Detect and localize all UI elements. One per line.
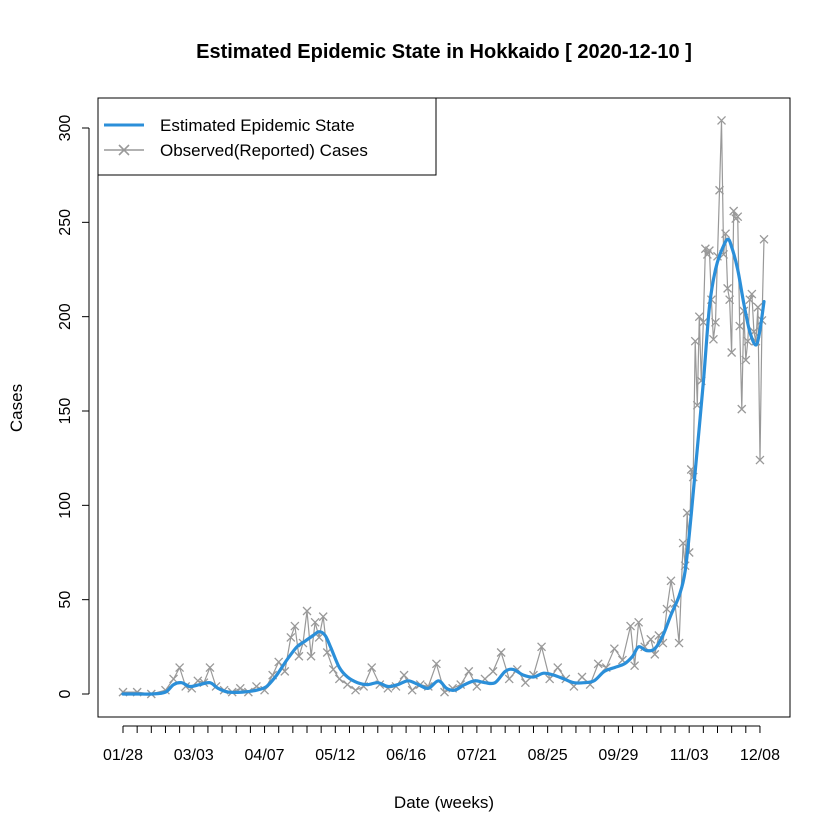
x-tick-label: 08/25 — [528, 747, 568, 764]
observed-point — [175, 663, 185, 673]
observed-point — [694, 312, 704, 322]
observed-point — [342, 680, 352, 690]
observed-point — [745, 295, 755, 305]
plot-frame — [97, 97, 791, 718]
x-tick-label: 06/16 — [386, 747, 426, 764]
observed-point — [351, 685, 360, 695]
estimated-state-line — [121, 237, 766, 696]
observed-point — [741, 355, 751, 365]
observed-point — [662, 604, 672, 614]
observed-point — [322, 648, 332, 657]
y-tick-label: 50 — [57, 591, 74, 609]
observed-point — [553, 663, 563, 673]
observed-point — [472, 681, 482, 691]
observed-point — [169, 674, 179, 684]
observed-point — [729, 206, 739, 216]
x-tick-label: 05/12 — [315, 747, 355, 764]
observed-point — [666, 576, 676, 586]
legend-x-marker — [118, 144, 130, 156]
observed-point — [302, 606, 312, 616]
observed-point — [708, 334, 718, 344]
x-tick-label: 07/21 — [457, 747, 497, 764]
x-tick-label: 11/03 — [670, 747, 709, 764]
observed-point — [733, 212, 743, 222]
observed-point — [328, 665, 338, 674]
observed-point — [318, 612, 328, 622]
observed-point — [609, 644, 619, 654]
x-tick-label: 09/29 — [598, 747, 638, 764]
observed-point — [286, 632, 296, 642]
y-tick-label: 0 — [57, 689, 74, 698]
series-layer — [118, 115, 769, 699]
observed-point — [407, 685, 417, 695]
y-tick-label: 100 — [57, 492, 74, 519]
observed-point — [577, 672, 587, 682]
observed-point — [431, 659, 441, 669]
observed-point — [464, 666, 474, 676]
observed-point — [646, 634, 656, 644]
observed-point — [205, 663, 215, 673]
observed-point — [537, 642, 547, 652]
observed-point — [504, 674, 514, 684]
legend-observed-label: Observed(Reported) Cases — [160, 141, 368, 160]
legend: Estimated Epidemic State Observed(Report… — [97, 97, 437, 176]
observed-point — [753, 302, 763, 312]
y-tick-label: 300 — [57, 115, 74, 142]
observed-point — [723, 283, 733, 293]
y-tick-label: 250 — [57, 209, 74, 236]
observed-point — [634, 617, 644, 627]
y-tick-label: 150 — [57, 398, 74, 425]
observed-point — [690, 336, 700, 346]
chart-title: Estimated Epidemic State in Hokkaido [ 2… — [196, 41, 692, 63]
legend-estimated-label: Estimated Epidemic State — [160, 116, 355, 135]
observed-point — [737, 404, 747, 414]
observed-point — [290, 621, 300, 631]
observed-point — [698, 317, 708, 327]
observed-point — [306, 651, 316, 661]
observed-point — [735, 321, 745, 331]
observed-point — [274, 657, 284, 667]
x-axis: 01/28 03/03 04/07 05/12 06/16 07/21 08/25 09/29… — [103, 725, 780, 764]
observed-point — [496, 648, 506, 657]
observed-point — [727, 348, 737, 357]
y-axis: 0 50 100 150 200 250 300 — [57, 115, 90, 698]
observed-point — [367, 663, 377, 673]
observed-point — [747, 289, 757, 299]
observed-point — [310, 617, 320, 627]
x-tick-label: 03/03 — [174, 747, 214, 764]
observed-point — [488, 666, 498, 676]
legend-box — [97, 97, 437, 176]
observed-point — [759, 234, 769, 244]
observed-point — [334, 674, 344, 684]
x-axis-label: Date (weeks) — [394, 793, 494, 812]
observed-point — [630, 661, 640, 671]
observed-point — [715, 185, 724, 195]
legend-observed-marker — [118, 144, 130, 156]
observed-point — [294, 651, 304, 661]
observed-point — [711, 317, 720, 327]
observed-point — [626, 621, 636, 631]
x-tick-label: 01/28 — [103, 747, 143, 764]
observed-point — [593, 659, 603, 669]
observed-point — [399, 670, 409, 680]
observed-point — [674, 638, 684, 648]
observed-point — [678, 538, 688, 548]
observed-point — [704, 246, 714, 256]
observed-point — [725, 295, 735, 305]
y-tick-label: 200 — [57, 303, 74, 330]
x-tick-label: 04/07 — [245, 747, 285, 764]
observed-point — [721, 229, 731, 239]
observed-point — [520, 678, 530, 688]
observed-point — [755, 455, 765, 465]
y-axis-label: Cases — [7, 384, 26, 432]
x-tick-label: 12/08 — [740, 747, 780, 764]
observed-point — [717, 115, 726, 125]
